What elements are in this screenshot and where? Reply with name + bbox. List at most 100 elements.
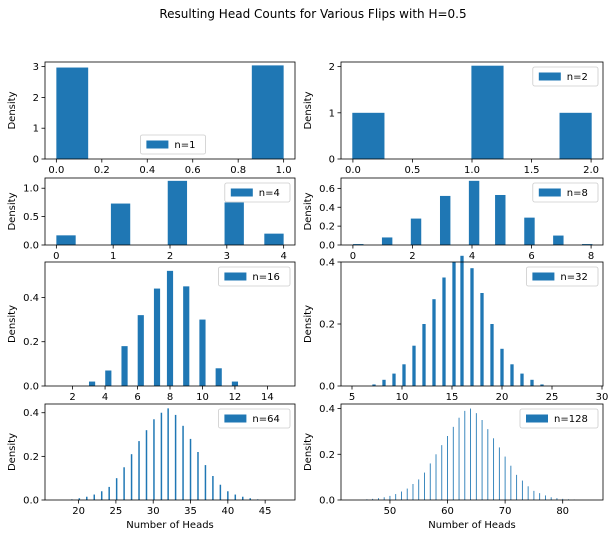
- legend-box: [532, 66, 599, 87]
- bar: [490, 324, 494, 386]
- subplot-n=8: 0 2 4 6 8 0.0 0.2 0.4 0.6 Density n=8: [303, 177, 604, 262]
- subplot-n=2: 0.0 0.5 1.0 1.5 2.0 0 1 2 Density n=2: [303, 61, 604, 176]
- bar: [167, 408, 169, 500]
- bar: [439, 195, 451, 245]
- y-tick-label: 2: [33, 93, 39, 104]
- y-tick-label: 0.4: [23, 408, 39, 419]
- bar: [562, 498, 564, 500]
- bar: [429, 463, 431, 500]
- x-tick-label: 35: [184, 506, 197, 517]
- x-tick-label: 3: [224, 251, 230, 262]
- subplot-n=4: 0 1 2 3 4 0.0 0.5 1.0 Density n=4: [7, 177, 296, 262]
- bar: [100, 491, 103, 500]
- bar: [475, 413, 477, 500]
- x-tick-label: 2: [409, 251, 415, 262]
- y-tick-label: 0.5: [23, 212, 39, 223]
- subplot-n=32: 5 10 15 20 25 30 0.0 0.2 0.4 Density n=32: [303, 255, 609, 403]
- y-tick-label: 3: [33, 62, 39, 73]
- x-tick-label: 0: [53, 251, 59, 262]
- bar: [234, 494, 237, 500]
- subplot-n=1: 0.0 0.2 0.4 0.6 0.8 1.0 0 1 2 3 Density n=1: [7, 61, 296, 176]
- bar: [540, 384, 544, 386]
- y-axis-label: Density: [303, 305, 314, 343]
- bar: [395, 494, 397, 500]
- bar: [110, 203, 131, 245]
- bar: [88, 381, 96, 386]
- x-tick-label: 2: [167, 251, 173, 262]
- y-axis-label: Density: [303, 192, 314, 230]
- y-tick-label: 0.0: [319, 382, 335, 393]
- bar: [105, 370, 112, 386]
- x-tick-label: 0.6: [185, 165, 201, 176]
- x-tick-label: 0.4: [139, 165, 155, 176]
- x-tick-label: 40: [221, 506, 234, 517]
- x-tick-label: 30: [596, 392, 609, 403]
- bar: [527, 486, 529, 500]
- y-tick-label: 0: [33, 155, 39, 166]
- y-axis-label: Density: [303, 433, 314, 471]
- bar: [401, 491, 402, 500]
- bar: [412, 345, 416, 386]
- legend-label: n=32: [560, 272, 587, 283]
- legend: n=4: [224, 182, 291, 203]
- bar: [556, 498, 558, 500]
- bar: [383, 497, 385, 500]
- bar: [372, 498, 374, 500]
- bar: [224, 202, 244, 245]
- x-tick-label: 4: [280, 251, 286, 262]
- legend-swatch: [538, 188, 561, 197]
- bar: [153, 288, 161, 386]
- bar: [160, 412, 163, 500]
- y-tick-label: 0.2: [319, 222, 335, 233]
- bar: [471, 65, 504, 159]
- bar: [231, 381, 239, 386]
- bar: [402, 364, 406, 386]
- x-tick-label: 0.8: [230, 165, 246, 176]
- legend: n=2: [532, 66, 599, 87]
- legend-swatch: [146, 140, 169, 149]
- y-tick-label: 0.2: [23, 452, 39, 463]
- y-axis-label: Density: [303, 91, 314, 129]
- legend-label: n=8: [567, 188, 588, 199]
- legend: n=1: [139, 134, 206, 155]
- bar: [520, 373, 524, 386]
- bar: [412, 484, 414, 500]
- x-tick-label: 8: [588, 251, 594, 262]
- bar: [389, 495, 391, 500]
- y-tick-label: 0.4: [319, 258, 335, 269]
- bar: [442, 277, 446, 386]
- legend-box: [139, 134, 206, 155]
- bar: [510, 465, 512, 500]
- legend-swatch: [224, 272, 247, 281]
- bar: [553, 235, 564, 245]
- y-tick-label: 0.0: [23, 382, 39, 393]
- bar: [422, 324, 426, 386]
- y-axis-label: Density: [7, 433, 18, 471]
- x-tick-label: 25: [546, 392, 559, 403]
- bar: [174, 414, 177, 500]
- x-tick-label: 6: [134, 392, 140, 403]
- y-tick-label: 1: [33, 124, 39, 135]
- bar: [166, 270, 174, 386]
- legend: n=128: [519, 408, 599, 429]
- legend-swatch: [538, 72, 561, 81]
- bar: [189, 438, 192, 500]
- bar: [182, 425, 184, 500]
- x-tick-label: 5: [349, 392, 355, 403]
- figure-title: Resulting Head Counts for Various Flips …: [159, 7, 466, 21]
- bar: [452, 426, 454, 500]
- x-tick-label: 20: [72, 506, 85, 517]
- bar: [86, 496, 88, 500]
- x-tick-label: 14: [261, 392, 274, 403]
- bar: [145, 430, 148, 500]
- subplot-n=16: 2 4 6 8 10 12 14 0.0 0.2 0.4 Density n=16: [7, 261, 296, 403]
- bar: [378, 498, 379, 500]
- bar: [452, 262, 456, 386]
- bar: [418, 479, 420, 500]
- x-tick-label: 2: [69, 392, 75, 403]
- bar: [137, 315, 144, 386]
- y-tick-label: 0.2: [319, 450, 335, 461]
- legend: n=8: [532, 182, 599, 203]
- x-axis-label: Number of Heads: [126, 520, 214, 531]
